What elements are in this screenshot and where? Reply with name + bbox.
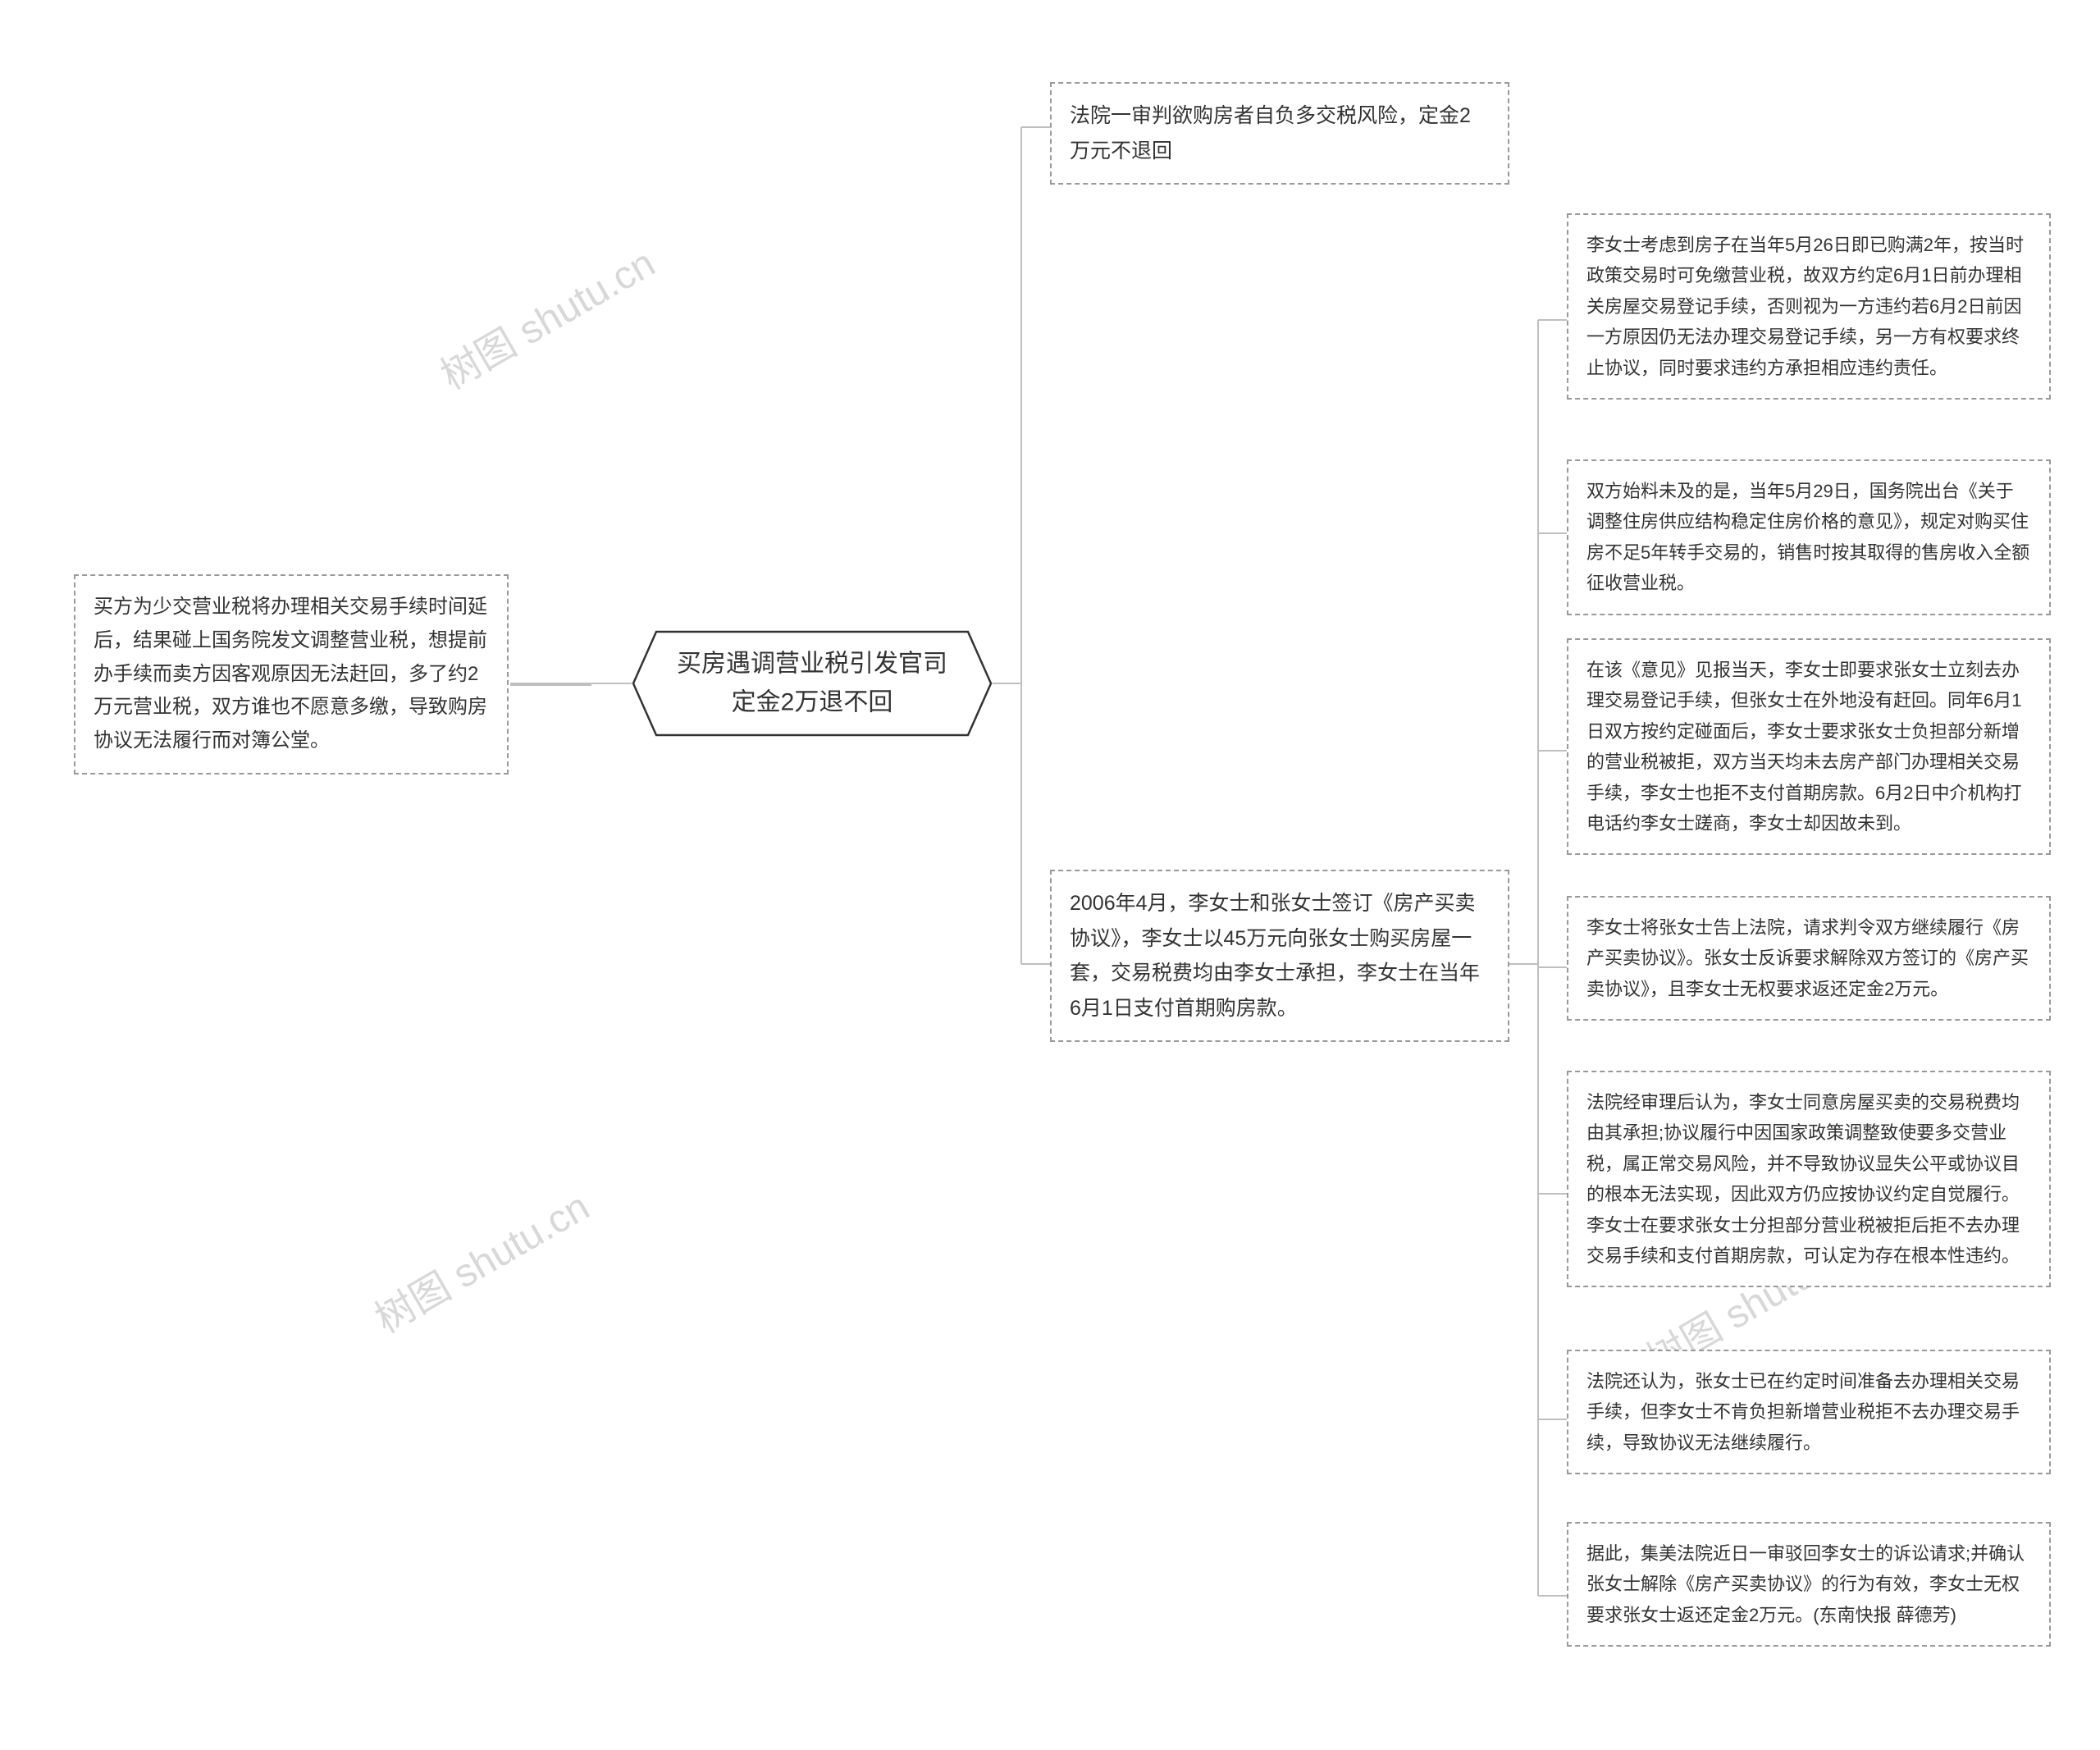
leaf-node-3: 在该《意见》见报当天，李女士即要求张女士立刻去办理交易登记手续，但张女士在外地没… [1567, 638, 2051, 855]
center-title: 买房遇调营业税引发官司定金2万退不回 [668, 646, 956, 722]
leaf-node-5: 法院经审理后认为，李女士同意房屋买卖的交易税费均由其承担;协议履行中因国家政策调… [1567, 1071, 2051, 1287]
leaf-node-4: 李女士将张女士告上法院，请求判令双方继续履行《房产买卖协议》。张女士反诉要求解除… [1567, 896, 2051, 1021]
left-summary-node: 买方为少交营业税将办理相关交易手续时间延后，结果碰上国务院发文调整营业税，想提前… [74, 574, 509, 774]
leaf-node-1: 李女士考虑到房子在当年5月26日即已购满2年，按当时政策交易时可免缴营业税，故双… [1567, 213, 2051, 400]
mind-map-diagram: 树图 shutu.cn 树图 shutu.cn 树图 shutu.cn 树图 s… [0, 0, 2100, 1750]
mid-node-verdict: 法院一审判欲购房者自负多交税风险，定金2万元不退回 [1050, 82, 1509, 185]
leaf-node-2: 双方始料未及的是，当年5月29日，国务院出台《关于调整住房供应结构稳定住房价格的… [1567, 459, 2051, 615]
mid-node-contract: 2006年4月，李女士和张女士签订《房产买卖协议》，李女士以45万元向张女士购买… [1050, 870, 1509, 1042]
watermark: 树图 shutu.cn [363, 1175, 598, 1344]
watermark: 树图 shutu.cn [428, 231, 664, 400]
leaf-node-7: 据此，集美法院近日一审驳回李女士的诉讼请求;并确认张女士解除《房产买卖协议》的行… [1567, 1522, 2051, 1647]
center-node: 买房遇调营业税引发官司定金2万退不回 [632, 630, 993, 737]
leaf-node-6: 法院还认为，张女士已在约定时间准备去办理相关交易手续，但李女士不肯负担新增营业税… [1567, 1350, 2051, 1474]
